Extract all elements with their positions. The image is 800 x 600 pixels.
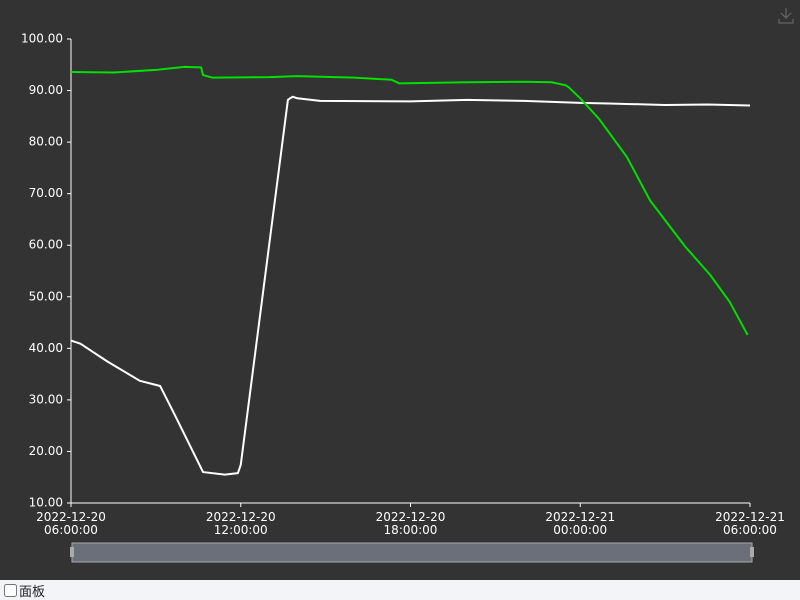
y-tick-label: 90.00 bbox=[29, 83, 63, 97]
download-icon[interactable] bbox=[778, 8, 794, 24]
panel-checkbox[interactable] bbox=[4, 584, 17, 597]
zoom-handle-left[interactable] bbox=[70, 547, 74, 557]
y-tick-label: 20.00 bbox=[29, 444, 63, 458]
x-tick-label: 2022-12-20 06:00:00 bbox=[36, 510, 106, 537]
y-tick-label: 100.00 bbox=[21, 32, 63, 46]
x-tick-label: 2022-12-21 00:00:00 bbox=[545, 510, 616, 537]
x-tick-label: 2022-12-20 12:00:00 bbox=[205, 510, 276, 537]
x-tick-label: 2022-12-21 06:00:00 bbox=[715, 510, 785, 537]
panel-toggle[interactable]: 面板 bbox=[4, 581, 45, 600]
y-tick-label: 60.00 bbox=[29, 238, 63, 252]
series-line bbox=[70, 95, 751, 476]
y-tick-label: 30.00 bbox=[29, 392, 63, 406]
chart-container: 10.00 20.00 30.00 40.00 50.00 60.00 70.00 80.00… bbox=[0, 0, 800, 580]
y-tick-label: 50.00 bbox=[29, 289, 63, 303]
chart: 10.00 20.00 30.00 40.00 50.00 60.00 70.00 80.00… bbox=[21, 8, 794, 563]
x-tick-label: 2022-12-20 18:00:00 bbox=[375, 510, 446, 537]
panel-label: 面板 bbox=[19, 585, 46, 600]
y-tick-label: 70.00 bbox=[29, 186, 63, 200]
series-line bbox=[70, 65, 749, 336]
y-tick-label: 40.00 bbox=[29, 341, 63, 355]
zoom-handle-right[interactable] bbox=[750, 547, 754, 557]
y-tick-label: 10.00 bbox=[29, 496, 63, 510]
y-tick-label: 80.00 bbox=[29, 135, 63, 149]
data-zoom-slider[interactable] bbox=[71, 542, 753, 563]
